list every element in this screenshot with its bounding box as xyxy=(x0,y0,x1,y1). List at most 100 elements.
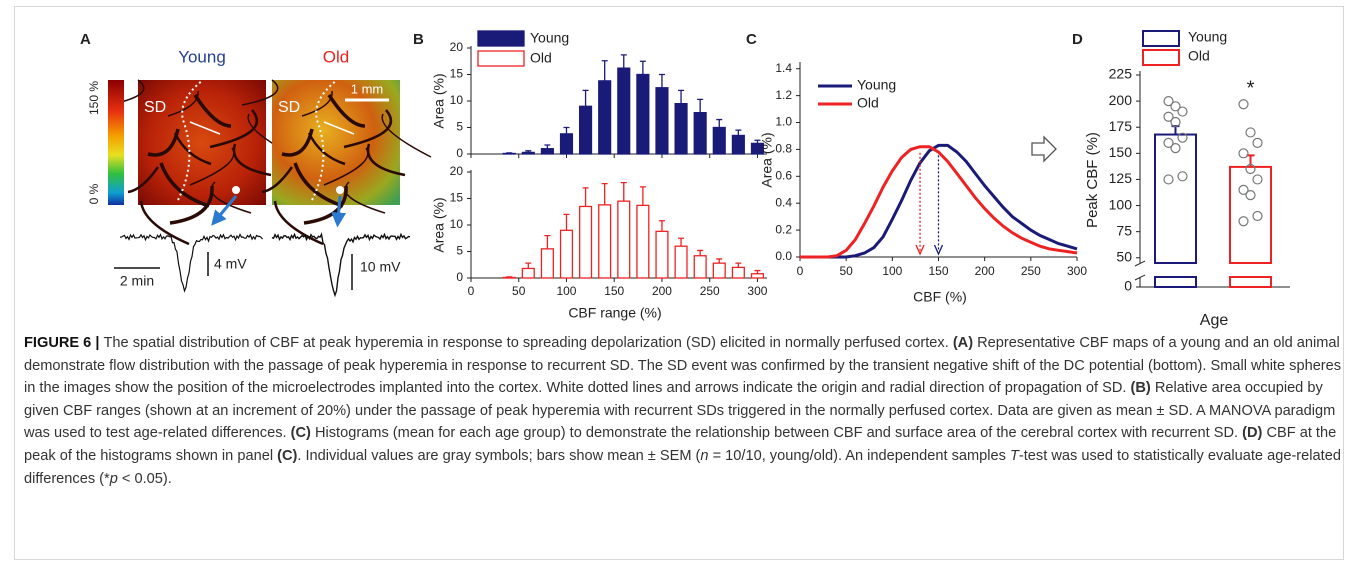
y-tick-label: 0.4 xyxy=(775,195,792,209)
y-tick-label: 175 xyxy=(1109,118,1133,134)
error-bar xyxy=(563,128,569,134)
caption-text: (C) xyxy=(277,448,297,464)
axis-break xyxy=(1135,261,1145,280)
y-axis-label: Area (%) xyxy=(431,197,447,252)
error-bar xyxy=(1172,126,1180,134)
bar xyxy=(656,231,668,278)
caption-text: T xyxy=(1010,448,1019,464)
trace-scale: 2 min xyxy=(120,273,154,289)
legend-swatch xyxy=(1143,50,1179,65)
bar xyxy=(637,75,649,155)
y-tick-label: 0 xyxy=(1124,278,1132,294)
bar-base xyxy=(1155,277,1196,287)
bar xyxy=(580,106,592,154)
bar xyxy=(599,205,611,278)
data-point xyxy=(1246,128,1255,137)
error-bar xyxy=(697,250,703,255)
bar xyxy=(522,268,534,278)
caption-text: p xyxy=(110,471,118,487)
error-bar xyxy=(506,277,512,278)
error-bar xyxy=(583,90,589,106)
y-tick-label: 10 xyxy=(450,93,464,107)
x-tick-label: 100 xyxy=(882,264,902,278)
x-tick-label: 50 xyxy=(839,264,853,278)
bar xyxy=(618,68,630,154)
bar xyxy=(637,205,649,278)
y-tick-label: 125 xyxy=(1109,170,1133,186)
y-tick-label: 20 xyxy=(450,40,464,54)
legend-label: Old xyxy=(1188,48,1210,64)
x-axis-label: CBF (%) xyxy=(913,289,967,305)
caption-text: (A) xyxy=(953,335,973,351)
x-tick-label: 300 xyxy=(747,284,767,298)
error-bar xyxy=(525,263,531,268)
error-bar xyxy=(602,184,608,205)
panel-label: B xyxy=(413,31,424,48)
error-bar xyxy=(735,130,741,135)
bar xyxy=(694,113,706,154)
scale-label: 1 mm xyxy=(351,81,384,96)
trace-scale: 4 mV xyxy=(214,256,247,272)
caption-text: n xyxy=(700,448,708,464)
legend-label: Young xyxy=(857,77,896,93)
electrode xyxy=(336,186,344,194)
map-label: SD xyxy=(144,99,166,116)
colorbar-label: 150 % xyxy=(87,81,101,115)
y-tick-label: 15 xyxy=(450,191,464,205)
bar xyxy=(599,81,611,154)
bar xyxy=(1230,167,1271,263)
panel-label: D xyxy=(1072,31,1083,48)
panel-label: A xyxy=(80,31,91,48)
electrode xyxy=(232,186,240,194)
legend-label: Old xyxy=(857,95,879,111)
y-tick-label: 10 xyxy=(450,217,464,231)
x-tick-label: 100 xyxy=(556,284,576,298)
x-tick-label: 300 xyxy=(1067,264,1087,278)
caption-text: (D) xyxy=(1242,425,1262,441)
x-tick-label: 0 xyxy=(468,284,475,298)
error-bar xyxy=(678,90,684,103)
bar xyxy=(675,104,687,154)
error-bar xyxy=(563,214,569,230)
error-bar xyxy=(621,55,627,68)
group-title: Old xyxy=(323,47,349,66)
x-tick-label: 200 xyxy=(975,264,995,278)
page: { "panel_a": {"panel_label": "A", "group… xyxy=(0,0,1356,571)
y-tick-label: 20 xyxy=(450,164,464,178)
x-tick-label: 200 xyxy=(652,284,672,298)
bar xyxy=(656,88,668,154)
map-label: SD xyxy=(278,99,300,116)
y-tick-label: 75 xyxy=(1116,222,1132,238)
y-tick-label: 0 xyxy=(456,270,463,284)
bar xyxy=(732,135,744,154)
error-bar xyxy=(544,236,550,249)
x-axis-label: CBF range (%) xyxy=(568,305,661,321)
bar xyxy=(580,206,592,278)
x-tick-label: 0 xyxy=(797,264,804,278)
x-tick-label: 50 xyxy=(512,284,526,298)
bar xyxy=(541,249,553,278)
y-tick-label: 200 xyxy=(1109,92,1133,108)
bar xyxy=(732,267,744,278)
legend-label: Young xyxy=(1188,29,1227,45)
error-bar xyxy=(659,75,665,88)
transition-arrow xyxy=(1032,137,1056,161)
caption-text: = 10/10, young/old). An independent samp… xyxy=(709,448,1010,464)
y-tick-label: 1.4 xyxy=(775,61,792,75)
x-tick-label: 150 xyxy=(928,264,948,278)
legend-swatch xyxy=(478,31,524,46)
y-tick-label: 15 xyxy=(450,67,464,81)
bar xyxy=(694,256,706,278)
error-bar xyxy=(716,120,722,128)
bar xyxy=(752,274,764,278)
bar xyxy=(561,230,573,278)
error-bar xyxy=(697,99,703,112)
y-tick-label: 0.2 xyxy=(775,222,792,236)
y-tick-label: 5 xyxy=(456,120,463,134)
error-bar xyxy=(602,61,608,81)
error-bar xyxy=(678,238,684,246)
error-bar xyxy=(659,221,665,232)
error-bar xyxy=(583,188,589,207)
y-axis-label: Peak CBF (%) xyxy=(1084,132,1101,228)
y-tick-label: 100 xyxy=(1109,196,1133,212)
